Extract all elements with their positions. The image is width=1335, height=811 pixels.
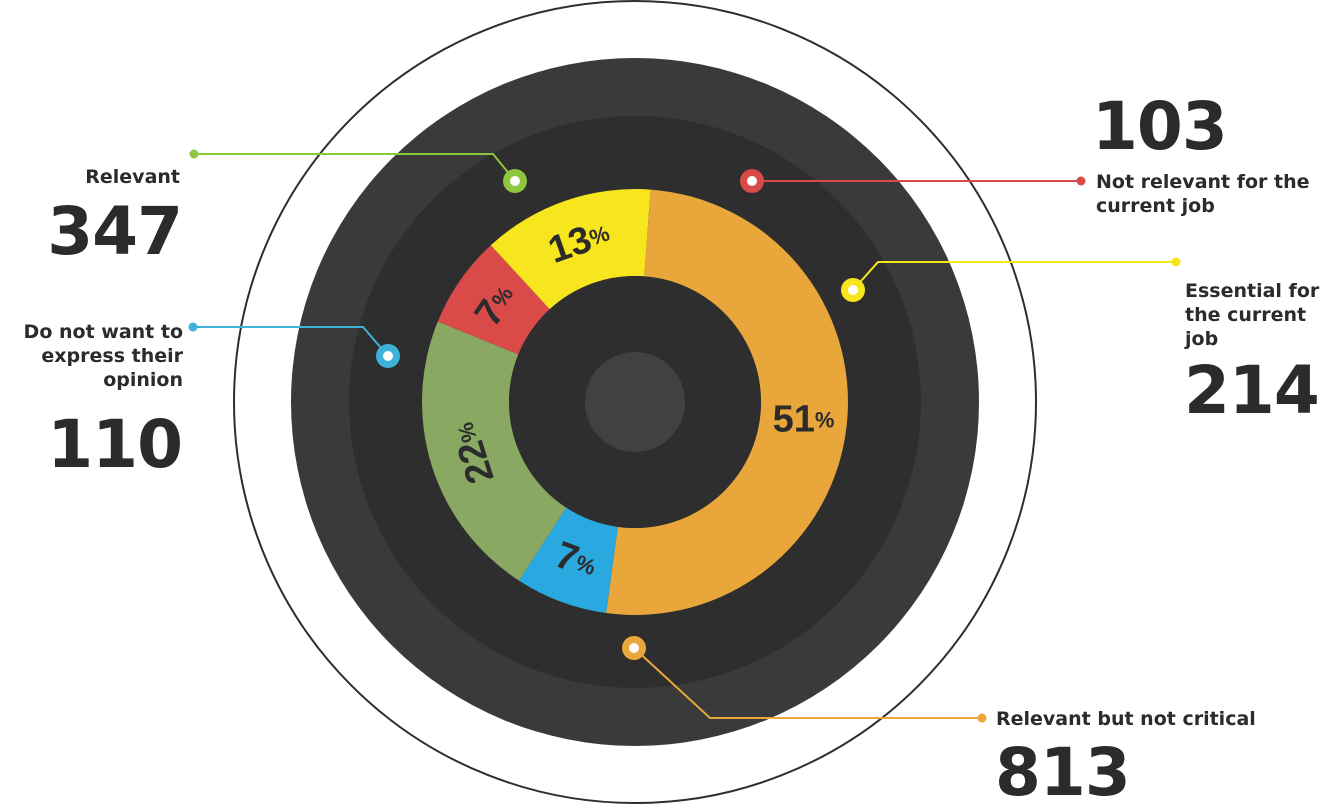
marker-center: [848, 285, 858, 295]
marker-center: [383, 351, 393, 361]
label-relevant: Relevant: [85, 166, 180, 188]
leader-end-dot: [977, 713, 987, 723]
label-line: current job: [1096, 195, 1215, 217]
percent-label-relevant-not-critical: 51%: [773, 399, 835, 441]
segment-essential: [490, 189, 651, 310]
leader-end-dot: [188, 322, 198, 332]
count-relevant-not-critical: 813: [995, 734, 1131, 811]
label-line: opinion: [103, 369, 183, 391]
leader-end-dot: [189, 149, 199, 159]
label-line: job: [1185, 328, 1219, 350]
count-no-opinion: 110: [47, 406, 183, 483]
label-line: Essential for: [1185, 280, 1320, 302]
segment-relevant-not-critical: [606, 189, 849, 615]
label-line: Not relevant for the: [1096, 171, 1310, 193]
label-line: Do not want to: [23, 321, 183, 343]
label-no-opinion: Do not want to express their opinion: [24, 320, 183, 392]
outer-outline-circle: [233, 0, 1037, 804]
label-line: the current: [1185, 304, 1307, 326]
marker-center: [510, 176, 520, 186]
donut-segments: [422, 189, 849, 615]
leader-end-dot: [1076, 176, 1086, 186]
center-dot: [585, 352, 685, 452]
segment-relevant: [422, 321, 567, 581]
leader-end-dot: [1171, 257, 1181, 267]
leader-line-no-opinion: [193, 326, 389, 357]
count-essential: 214: [1184, 352, 1320, 429]
label-line: express their: [41, 345, 183, 367]
label-essential: Essential for the current job: [1185, 279, 1319, 351]
leader-line-relevant-not-critical: [633, 647, 982, 719]
label-not-relevant: Not relevant for the current job: [1096, 170, 1310, 218]
segment-no-opinion: [518, 507, 618, 614]
marker-center: [747, 176, 757, 186]
label-relevant-not-critical: Relevant but not critical: [996, 708, 1256, 730]
marker-center: [629, 643, 639, 653]
count-relevant: 347: [47, 193, 183, 270]
count-not-relevant: 103: [1092, 88, 1228, 165]
segment-not-relevant: [437, 245, 550, 355]
leader-line-essential: [852, 261, 1176, 291]
